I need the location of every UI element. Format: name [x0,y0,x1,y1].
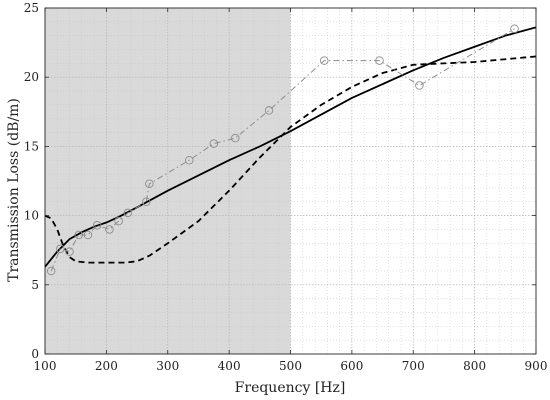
y-tick-label: 20 [24,70,39,84]
y-tick-label: 10 [24,209,39,223]
series-3-point [46,266,56,276]
series-3-point [56,244,65,254]
x-tick-label: 800 [463,359,486,373]
series-3-point [114,216,123,226]
y-tick-label: 0 [31,347,39,361]
x-tick-label: 300 [156,359,179,373]
y-axis-label: Transmission Loss (dB/m) [6,98,22,282]
x-axis-label: Frequency [Hz] [235,380,346,396]
series-3-point [510,24,519,34]
series-3-point [92,221,102,230]
y-tick-label: 15 [24,139,39,153]
series-3-point [231,133,240,143]
series-3-point [123,208,133,218]
series-3-point [415,81,424,90]
series-3-point [145,179,154,189]
series-3-point [184,155,194,165]
x-tick-label: 600 [340,359,363,373]
series-3-point [74,230,84,240]
series-3-point [209,139,219,148]
series-3-point [264,106,274,115]
x-tick-label: 400 [218,359,241,373]
series-3-point [320,56,329,65]
x-tick-label: 700 [402,359,425,373]
series-3-point [83,230,93,240]
x-tick-label: 200 [95,359,118,373]
series-3-line [50,28,515,272]
series-3-point [375,56,384,65]
x-tick-label: 900 [525,359,548,373]
series-3-point [65,247,74,256]
x-tick-label: 100 [34,359,57,373]
y-tick-label: 5 [31,278,39,292]
series-2-line [45,55,536,264]
y-tick-label: 25 [24,1,39,15]
series-1-line [45,26,536,268]
x-tick-label: 500 [279,359,302,373]
series-3-point [142,197,151,207]
series-3-point [105,225,114,234]
